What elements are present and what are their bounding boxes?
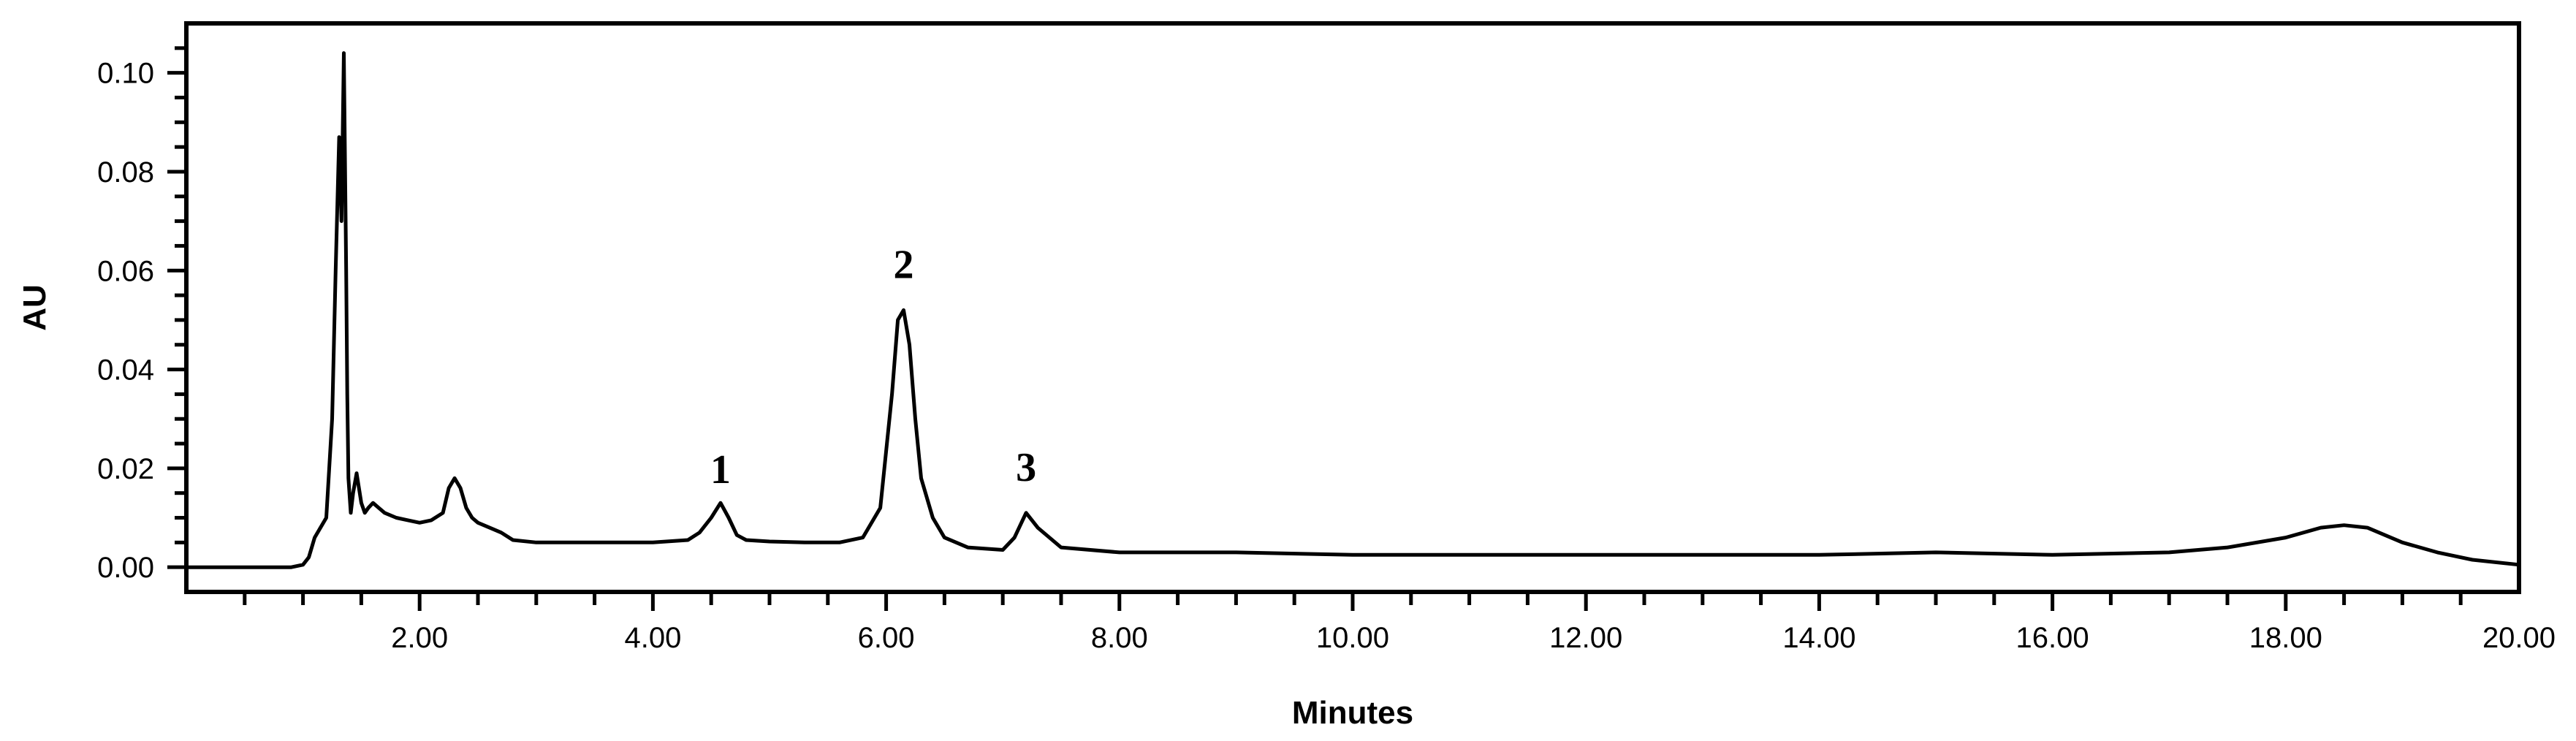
peak-label: 1 (710, 447, 731, 493)
y-tick-label: 0.06 (97, 255, 154, 287)
y-tick-label: 0.02 (97, 453, 154, 485)
x-tick-label: 10.00 (1316, 622, 1389, 654)
peak-annotations: 1 2 3 (710, 242, 1036, 493)
plot-frame (184, 21, 2521, 594)
x-tick-label: 14.00 (1782, 622, 1855, 654)
x-tick-label: 4.00 (624, 622, 681, 654)
x-tick-label: 2.00 (391, 622, 448, 654)
x-tick-label: 20.00 (2482, 622, 2556, 654)
y-tick-label: 0.08 (97, 156, 154, 189)
x-axis-title: Minutes (1292, 695, 1413, 731)
peak-label: 2 (894, 242, 914, 287)
x-tick-label: 6.00 (858, 622, 915, 654)
y-axis-title: AU (17, 284, 53, 331)
x-tick-label: 8.00 (1091, 622, 1148, 654)
chromatogram-trace (186, 51, 2520, 569)
x-tick-label: 16.00 (2016, 622, 2089, 654)
y-axis-ticks: 0.00 0.02 0.04 0.06 0.08 0.10 (97, 46, 186, 584)
x-tick-label: 18.00 (2249, 622, 2322, 654)
x-axis-ticks: 2.00 4.00 6.00 8.00 10.00 12.00 14.00 16.00 18.0… (243, 592, 2556, 654)
y-tick-label: 0.10 (97, 58, 154, 90)
y-tick-label: 0.00 (97, 552, 154, 584)
peak-label: 3 (1016, 445, 1036, 490)
x-tick-label: 12.00 (1549, 622, 1622, 654)
y-tick-label: 0.04 (97, 354, 154, 387)
